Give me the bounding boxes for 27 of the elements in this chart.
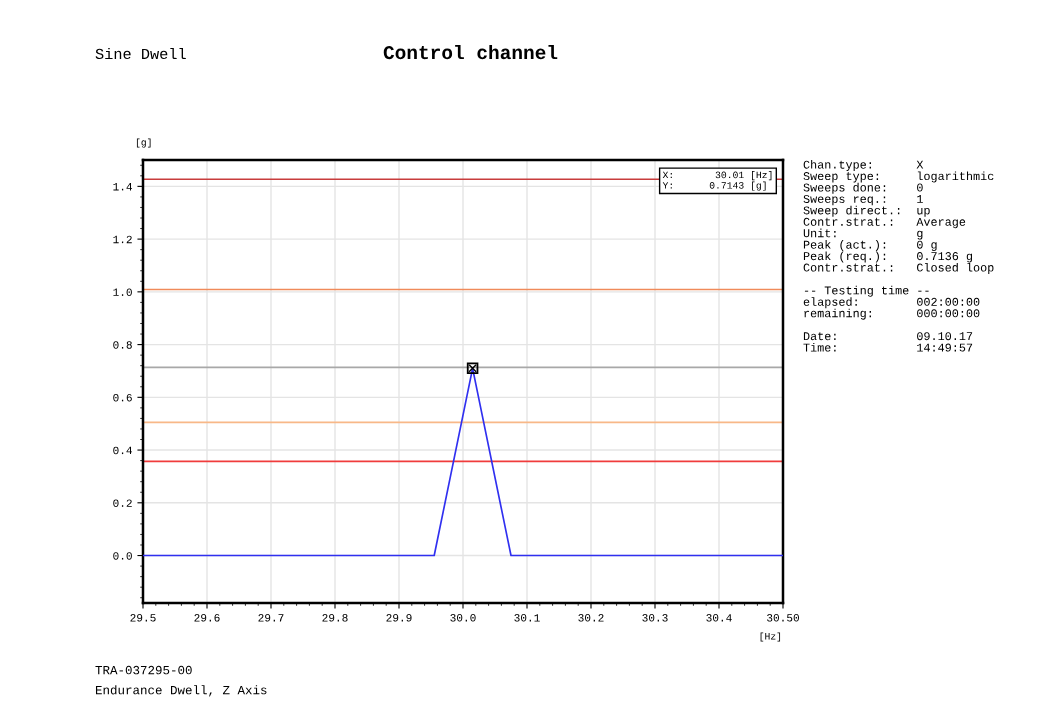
chart-subtitle: Sine Dwell — [95, 47, 186, 60]
x-tick-label: 30.50 — [767, 614, 799, 622]
y-tick-label: 0.2 — [113, 499, 132, 507]
x-tick-label: 29.6 — [194, 614, 220, 622]
x-tick-label: 29.8 — [322, 614, 348, 622]
annotation: X: 30.01 [Hz] Y: 0.7143 [g] — [662, 171, 772, 191]
x-tick-label: 30.1 — [514, 614, 540, 622]
text: Endurance Dwell, Z Axis — [95, 685, 267, 697]
y-tick-label: 0.4 — [113, 446, 133, 455]
y-tick-label: 1.4 — [113, 183, 133, 191]
y-tick-label: 1.2 — [113, 235, 132, 244]
y-tick-label: 1.0 — [113, 288, 132, 296]
x-tick-label: 30.2 — [578, 614, 604, 622]
text: Chan.type: X Sweep type: logarithmic Sweeps done: 0 Sweeps req.: 1 Sweep direct.: up Contr.strat.: Average Unit: g Peak (act.): 0 g Peak (req.): 0.7136 g Contr.strat.: Closed loop -- Testing time -- elapsed: 002:00:00 remaining: 000:00:00 Date: 09.10.17 Time: 14:49:57 — [803, 160, 994, 352]
x-tick-label: 29.5 — [130, 614, 156, 622]
y-tick-label: 0.8 — [113, 341, 132, 349]
x-tick-label: 29.7 — [258, 614, 284, 622]
chart-title: Control channel — [383, 44, 558, 60]
x-tick-label: 29.9 — [386, 614, 412, 622]
y-tick-label: 0.6 — [113, 393, 132, 402]
x-tick-label: 30.4 — [706, 614, 732, 622]
y-axis-title: [g] — [136, 138, 151, 148]
x-tick-label: 30.3 — [642, 614, 668, 622]
x-tick-label: 30.0 — [450, 614, 476, 622]
x-axis-title: [Hz] — [760, 632, 781, 642]
text: TRA-037295-00 — [95, 665, 192, 675]
y-tick-label: 0.0 — [113, 552, 132, 560]
